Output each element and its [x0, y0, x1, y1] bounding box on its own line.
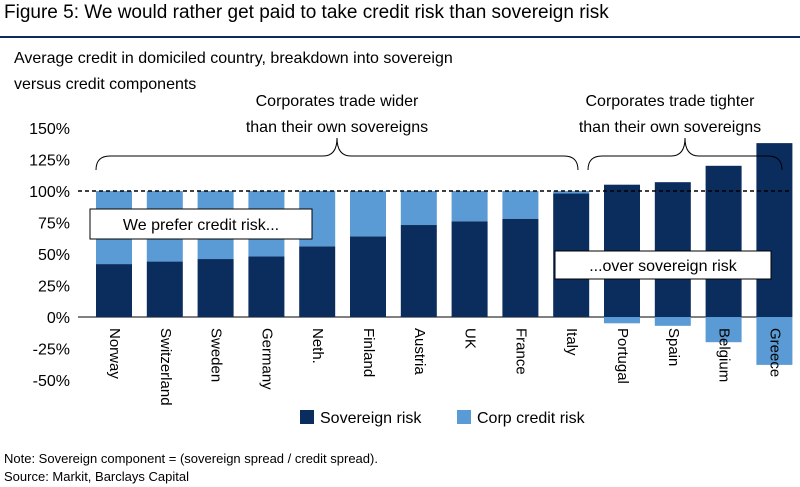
- bar-sovereign-sweden: [197, 259, 234, 317]
- brace-tighter: [587, 137, 783, 171]
- category-label: France: [512, 328, 529, 375]
- bar-sovereign-france: [502, 218, 539, 317]
- bar-sovereign-uk: [451, 221, 488, 317]
- bar-sovereign-neth: [299, 246, 336, 317]
- category-label: Neth.: [309, 328, 326, 364]
- annotation-tighter-line-1: Corporates trade tighter: [586, 93, 756, 110]
- category-label: Spain: [665, 328, 682, 366]
- y-tick-label: 25%: [38, 279, 70, 296]
- bar-sovereign-germany: [248, 256, 285, 317]
- bar-corp-credit-spain: [654, 317, 691, 326]
- bar-sovereign-belgium: [705, 165, 742, 317]
- y-tick-label: -25%: [33, 342, 70, 359]
- annotation-tighter-line-2: than their own sovereigns: [579, 119, 761, 136]
- category-label: Sweden: [208, 328, 225, 382]
- category-label: Austria: [411, 328, 428, 375]
- axes-group: -50% -25% 0% 25% 50% 75% 100% 125% 150%: [29, 121, 790, 390]
- chart-subtitle-line-2: versus credit components: [14, 76, 197, 93]
- y-tick-label: -50%: [33, 373, 70, 390]
- chart-note: Note: Sovereign component = (sovereign s…: [4, 451, 378, 466]
- category-label: UK: [462, 328, 479, 349]
- title-divider: [0, 36, 800, 38]
- callout-box-prefer-credit: [89, 208, 313, 240]
- bar-corp-credit-finland: [350, 191, 386, 237]
- y-tick-label: 75%: [38, 216, 70, 233]
- chart-source: Source: Markit, Barclays Capital: [4, 469, 189, 484]
- y-tick-label: 125%: [29, 153, 70, 170]
- y-tick-label: 50%: [38, 247, 70, 264]
- category-label: Norway: [106, 328, 123, 379]
- y-tick-label: 150%: [29, 121, 70, 138]
- bar-sovereign-spain: [654, 182, 691, 317]
- bars-group: Norway Switzerland Sweden Germany Neth. Finla…: [96, 143, 793, 406]
- legend-swatch-sovereign: [300, 410, 314, 424]
- bar-corp-credit-uk: [451, 191, 488, 222]
- category-label: Italy: [563, 328, 580, 356]
- overlay-group: Corporates trade wider than their own sov…: [78, 93, 790, 427]
- legend-label-sovereign: Sovereign risk: [320, 410, 422, 427]
- y-tick-label: 100%: [29, 184, 70, 201]
- bar-corp-credit-austria: [400, 191, 437, 226]
- callout-prefer-credit: We prefer credit risk...: [123, 217, 279, 234]
- callout-over-sovereign: ...over sovereign risk: [589, 258, 738, 275]
- bar-corp-credit-italy: [553, 191, 590, 194]
- bar-sovereign-finland: [350, 236, 386, 317]
- annotation-wider-line-1: Corporates trade wider: [256, 93, 419, 110]
- figure-title: Figure 5: We would rather get paid to ta…: [4, 2, 609, 23]
- bar-corp-credit-portugal: [604, 317, 640, 324]
- bar-sovereign-austria: [400, 225, 437, 317]
- bar-sovereign-greece: [756, 143, 793, 317]
- callout-box-over-sovereign: [554, 250, 772, 280]
- bar-corp-credit-greece: [756, 317, 793, 365]
- legend-swatch-corp-credit: [457, 410, 471, 424]
- category-label: Greece: [766, 328, 783, 377]
- bar-sovereign-norway: [96, 264, 132, 317]
- y-tick-label: 0%: [47, 310, 70, 327]
- legend-label-corp-credit: Corp credit risk: [477, 410, 586, 427]
- brace-wider: [95, 137, 579, 171]
- bar-sovereign-switzerland: [146, 261, 183, 317]
- category-label: Finland: [360, 328, 377, 377]
- bar-corp-credit-france: [502, 191, 539, 219]
- category-label: Portugal: [614, 328, 631, 384]
- category-label: Germany: [258, 328, 275, 390]
- annotation-wider-line-2: than their own sovereigns: [246, 119, 428, 136]
- category-label: Switzerland: [157, 328, 174, 406]
- chart-subtitle-line-1: Average credit in domiciled country, bre…: [14, 50, 453, 67]
- category-label: Belgium: [716, 328, 733, 382]
- bar-corp-credit-belgium: [705, 317, 742, 343]
